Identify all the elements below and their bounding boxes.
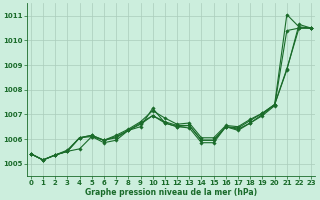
- X-axis label: Graphe pression niveau de la mer (hPa): Graphe pression niveau de la mer (hPa): [85, 188, 257, 197]
